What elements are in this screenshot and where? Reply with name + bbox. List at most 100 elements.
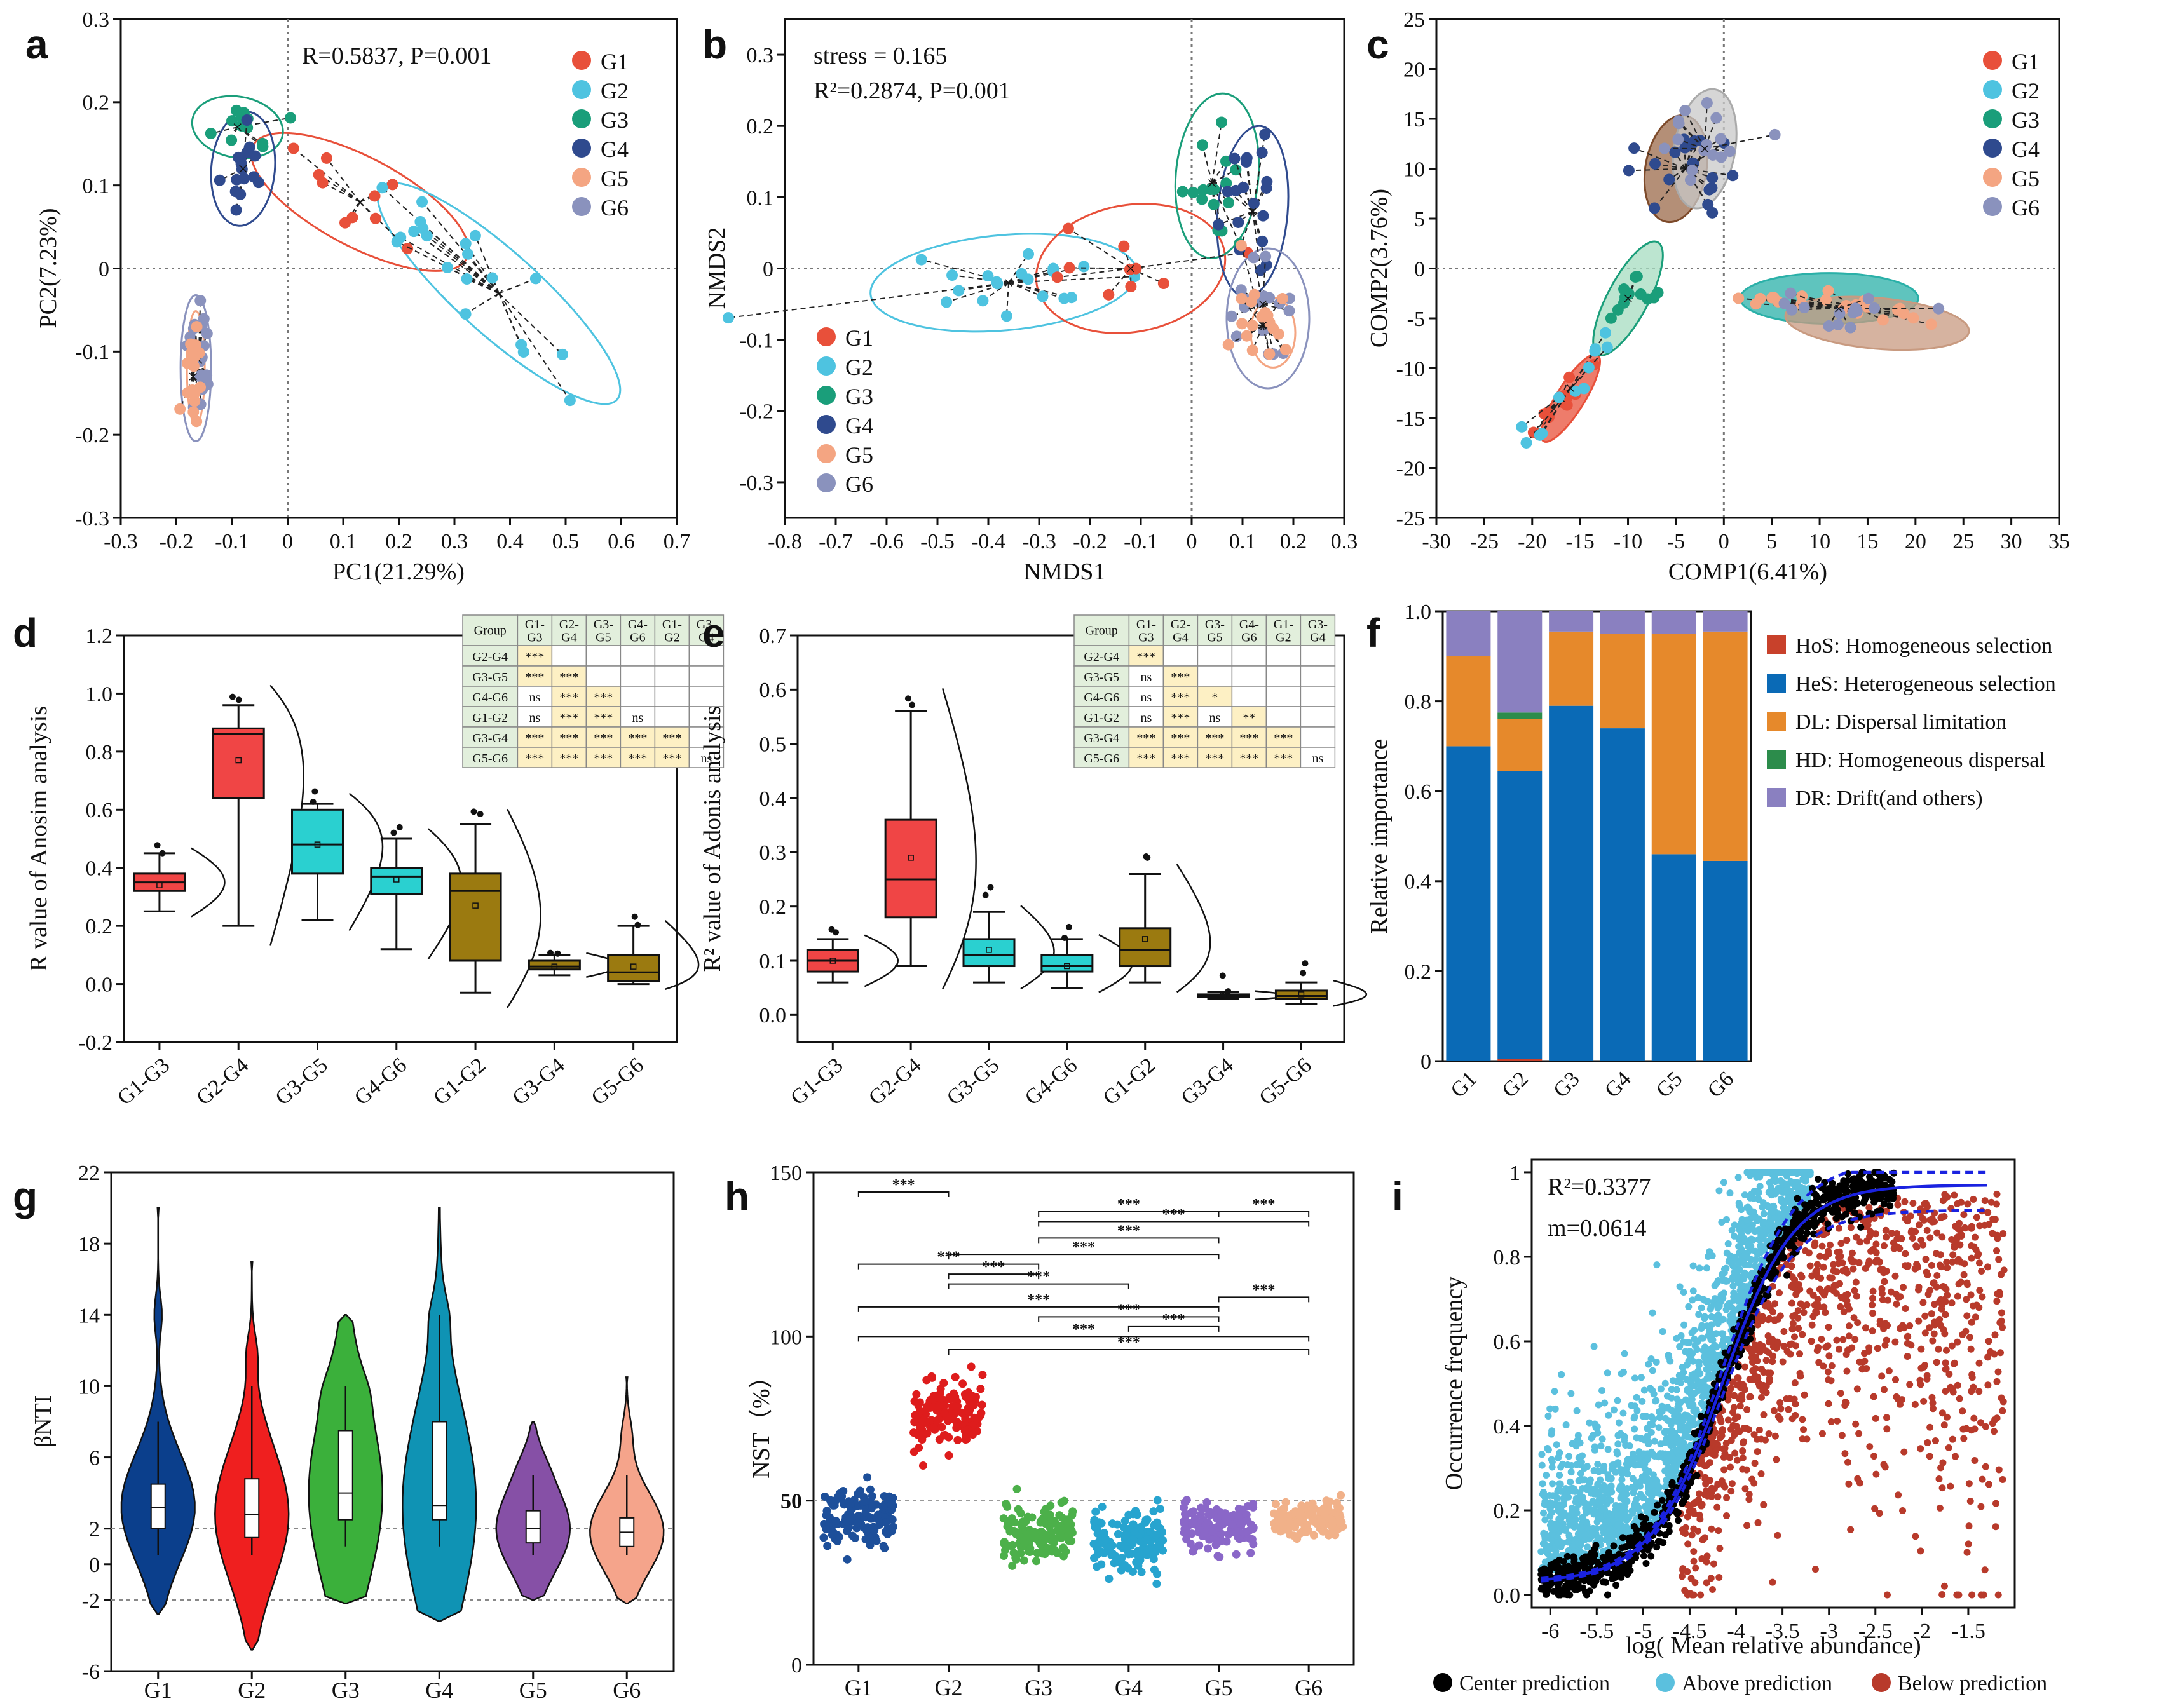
i-above-point — [1691, 1382, 1698, 1390]
g-xtick-label: G2 — [238, 1678, 266, 1703]
i-above-point — [1723, 1277, 1731, 1285]
i-above-point — [1656, 1408, 1663, 1416]
i-below-point — [1958, 1233, 1965, 1240]
i-below-point — [1766, 1315, 1773, 1322]
e-table-text: *** — [1171, 670, 1190, 684]
i-below-point — [1872, 1230, 1879, 1238]
a-G2-spoke — [498, 278, 536, 294]
i-below-point — [1915, 1284, 1923, 1291]
i-below-point — [1929, 1218, 1937, 1226]
f-bar-DL — [1600, 634, 1645, 729]
b-G5-point — [1264, 348, 1276, 360]
h-bracket — [857, 1306, 1220, 1312]
i-above-point — [1653, 1481, 1661, 1488]
a-G2-point — [408, 226, 420, 238]
d-xtick-label: G4-G6 — [350, 1054, 411, 1110]
i-below-point — [1759, 1313, 1766, 1320]
a-G1-point — [313, 168, 325, 180]
b-G6-point — [1283, 305, 1295, 317]
b-legend-marker — [817, 386, 836, 405]
i-above-point — [1633, 1502, 1641, 1510]
h-point — [1277, 1519, 1286, 1528]
i-above-point — [1781, 1169, 1788, 1176]
f-xtick-label: G5 — [1652, 1067, 1687, 1102]
c-G6-point — [1862, 292, 1874, 304]
f-legend-label: DR: Drift(and others) — [1795, 787, 1983, 810]
h-point — [1249, 1523, 1258, 1532]
d-table-header-cell — [654, 614, 690, 646]
f-bar-DL — [1703, 631, 1748, 861]
b-G2-point — [1023, 248, 1035, 260]
d-table-header: G3- — [594, 618, 613, 632]
d-outlier — [159, 850, 166, 857]
b-legend-label: G4 — [845, 413, 873, 438]
i-below-point — [1949, 1388, 1957, 1396]
g-box — [525, 1510, 541, 1544]
i-above-point — [1705, 1253, 1712, 1261]
i-below-point — [1727, 1488, 1735, 1495]
d-mean — [551, 963, 558, 970]
i-above-point — [1806, 1171, 1814, 1179]
i-xtick-label: -1.5 — [1951, 1620, 1986, 1643]
i-below-point — [1738, 1395, 1746, 1403]
i-below-point — [1869, 1301, 1876, 1309]
h-point — [1053, 1526, 1062, 1535]
b-G3-point — [1196, 193, 1208, 205]
c-G6-centroid: × — [1699, 139, 1710, 159]
i-above-point — [1649, 1421, 1656, 1429]
i-below-point — [1869, 1287, 1877, 1295]
i-below-point — [1851, 1287, 1858, 1294]
i-above-point — [1555, 1506, 1563, 1514]
h-point — [945, 1395, 954, 1404]
d-ytick-label: 0.6 — [86, 799, 113, 822]
h-point — [831, 1517, 840, 1526]
i-below-point — [1826, 1274, 1834, 1282]
a-G2-point — [469, 229, 481, 241]
e-table-text: G5-G6 — [1084, 752, 1119, 766]
d-outlier — [229, 693, 236, 700]
f-legend-marker — [1767, 750, 1786, 769]
i-below-point — [1726, 1454, 1734, 1461]
h-point — [1216, 1521, 1225, 1529]
i-below-point — [1765, 1430, 1773, 1437]
h-bracket-label: *** — [1252, 1282, 1275, 1298]
a-G6-point — [201, 327, 213, 339]
d-table-text: G3-G4 — [472, 731, 508, 745]
c-xtick-label: 0 — [1719, 530, 1729, 553]
h-point — [1242, 1510, 1251, 1519]
a-ytick-label: -0.2 — [75, 424, 109, 447]
i-above-point — [1573, 1461, 1581, 1468]
d-outlier — [477, 811, 484, 818]
i-below-point — [1894, 1293, 1902, 1301]
h-point — [1100, 1549, 1108, 1557]
d-table-cell — [517, 747, 553, 768]
a-G3-point — [226, 115, 238, 127]
i-below-point — [1722, 1440, 1730, 1447]
i-below-point — [1888, 1230, 1896, 1237]
b-G4-point — [1213, 219, 1225, 231]
h-point — [953, 1435, 962, 1444]
c-G2-point — [1578, 383, 1590, 395]
i-below-point — [1942, 1346, 1950, 1354]
i-above-point — [1744, 1240, 1752, 1248]
i-below-point — [1972, 1233, 1979, 1241]
i-below-point — [1776, 1415, 1784, 1423]
h-bracket — [948, 1349, 1310, 1355]
a-G6-point — [198, 313, 210, 325]
i-below-point — [1984, 1353, 1992, 1361]
b-G2-point — [953, 285, 965, 297]
h-point — [1149, 1507, 1158, 1516]
h-point — [845, 1497, 854, 1506]
h-bracket-label: *** — [982, 1259, 1005, 1275]
c-G6-point — [1658, 142, 1670, 154]
a-G2-point — [416, 196, 428, 208]
h-point — [1249, 1540, 1258, 1549]
c-G4-point — [1706, 207, 1719, 219]
d-outlier — [390, 829, 397, 836]
d-mean — [472, 902, 479, 909]
d-ytick-label: 0.4 — [86, 857, 113, 881]
h-point — [1051, 1519, 1060, 1528]
c-G4-spoke — [1685, 140, 1696, 169]
h-point — [1318, 1518, 1326, 1527]
i-above-point — [1740, 1235, 1748, 1242]
